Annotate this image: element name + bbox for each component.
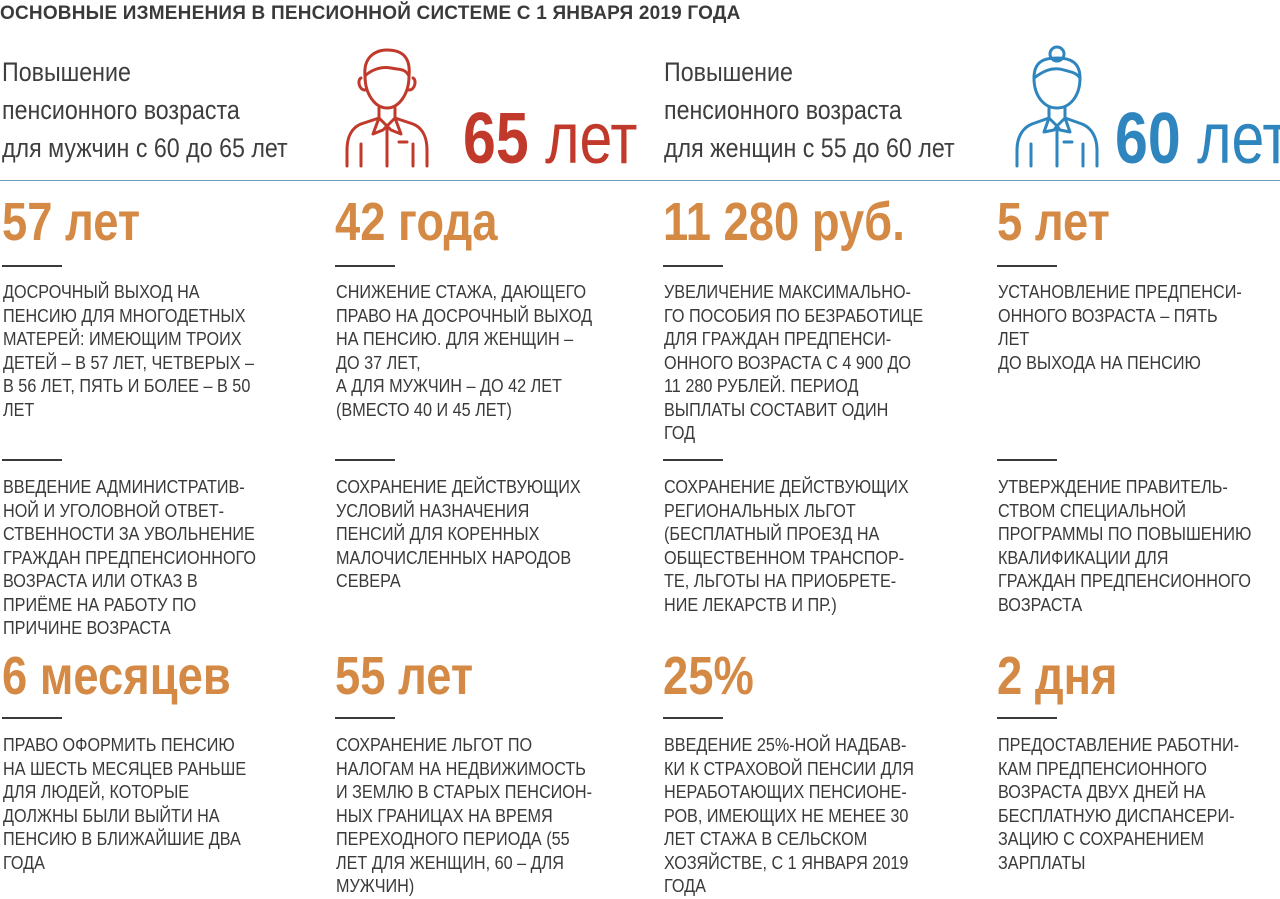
- divider-line: [2, 717, 62, 719]
- fact-tax-benefits: Сохранение льгот по налогам на недвижимо…: [336, 735, 593, 896]
- fact-regional-benefits: Сохранение действующих региональных льго…: [664, 477, 909, 615]
- stat-11280-rub: 11 280 руб.: [663, 192, 905, 252]
- fact-preretirement-age: Установление предпенси- онного возраста …: [998, 282, 1242, 373]
- page-title: ОСНОВНЫЕ ИЗМЕНЕНИЯ В ПЕНСИОННОЙ СИСТЕМЕ …: [0, 3, 741, 24]
- fact-medical-checkup-days: Предоставление работни- кам предпенсионн…: [998, 735, 1240, 873]
- women-intro-line1: Повышение: [664, 57, 793, 87]
- men-intro-line2: пенсионного возраста: [2, 95, 240, 125]
- fact-rural-bonus: Введение 25%-ной надбав- ки к страховой …: [664, 735, 914, 896]
- stat-42-years: 42 года: [335, 192, 498, 252]
- men-age-unit: лет: [545, 99, 638, 179]
- fact-liability: Введение административ- ной и уголовной …: [3, 477, 257, 638]
- stat-2-days: 2 дня: [997, 646, 1118, 706]
- men-age-number: 65: [463, 99, 529, 179]
- men-intro-line3: для мужчин с 60 до 65 лет: [2, 133, 288, 163]
- divider-line: [335, 459, 395, 461]
- women-age-number: 60: [1115, 99, 1181, 179]
- stat-55-years: 55 лет: [335, 646, 474, 706]
- divider-line: [663, 459, 723, 461]
- divider-line: [997, 459, 1057, 461]
- women-intro-line3: для женщин с 55 до 60 лет: [664, 133, 955, 163]
- divider-line: [335, 265, 395, 267]
- fact-unemployment-benefit: Увеличение максимально- го пособия по бе…: [664, 282, 924, 443]
- divider-line: [997, 265, 1057, 267]
- women-age: 60 лет: [1115, 103, 1280, 175]
- fact-qualification-program: Утверждение правитель- ством специальной…: [998, 477, 1252, 615]
- fact-early-retirement-mothers: Досрочный выход на пенсию для многодетны…: [3, 282, 255, 420]
- man-icon: [345, 48, 429, 168]
- men-age: 65 лет: [463, 103, 637, 175]
- men-intro: Повышение пенсионного возраста для мужчи…: [2, 53, 288, 167]
- stat-25-percent: 25%: [663, 646, 754, 706]
- women-age-unit: лет: [1197, 99, 1280, 179]
- divider-line: [2, 265, 62, 267]
- fact-northern-peoples: Сохранение действующих условий назначени…: [336, 477, 581, 591]
- divider-line: [997, 717, 1057, 719]
- woman-icon: [1015, 45, 1099, 168]
- men-intro-line1: Повышение: [2, 57, 131, 87]
- stat-6-months: 6 месяцев: [2, 646, 231, 706]
- stat-5-years: 5 лет: [997, 192, 1110, 252]
- fact-six-months-earlier: Право оформить пенсию на шесть месяцев р…: [3, 735, 247, 873]
- fact-work-experience: Снижение стажа, дающего право на досрочн…: [336, 282, 593, 420]
- divider-line: [663, 717, 723, 719]
- divider-line: [335, 717, 395, 719]
- divider-line: [663, 265, 723, 267]
- header-divider: [0, 180, 1280, 181]
- women-intro: Повышение пенсионного возраста для женщи…: [664, 53, 955, 167]
- women-intro-line2: пенсионного возраста: [664, 95, 902, 125]
- stat-57-years: 57 лет: [2, 192, 141, 252]
- divider-line: [2, 459, 62, 461]
